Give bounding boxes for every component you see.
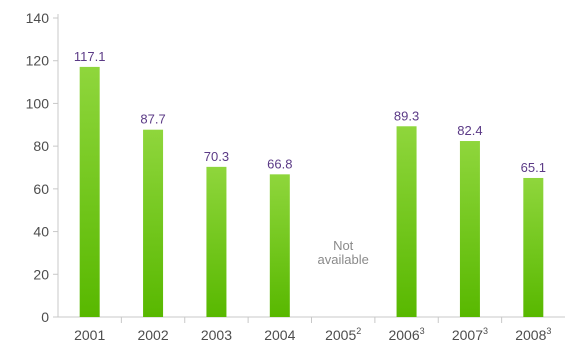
x-tick-label-text: 2005 xyxy=(325,327,356,343)
x-tick-label-text: 2008 xyxy=(515,327,546,343)
x-tick-label: 20073 xyxy=(452,326,488,343)
data-label-2003: 70.3 xyxy=(204,149,229,164)
x-tick-label: 20063 xyxy=(388,326,424,343)
bar-2007 xyxy=(459,141,480,317)
bar-2001 xyxy=(79,66,100,317)
x-tick-footnote-marker: 3 xyxy=(483,326,488,336)
x-tick-footnote-marker: 3 xyxy=(546,326,551,336)
y-tick-label: 40 xyxy=(33,224,49,240)
data-labels: 117.1 87.7 70.3 66.8 89.3 82.4 65.1 Notavailabl… xyxy=(74,49,546,267)
bar-2003 xyxy=(206,166,227,317)
bar-2006 xyxy=(396,126,417,317)
x-tick-label-text: 2002 xyxy=(137,327,168,343)
bar-2002 xyxy=(143,129,164,317)
x-axis: 2001 2002 2003 2004 20052 20063 20073 20083 xyxy=(58,316,565,343)
y-tick-label: 100 xyxy=(26,95,50,111)
y-tick-label: 80 xyxy=(33,138,49,154)
x-tick-footnote-marker: 3 xyxy=(420,326,425,336)
not-available-note: Not xyxy=(333,238,354,253)
x-tick-label: 20052 xyxy=(325,326,361,343)
y-tick-label: 120 xyxy=(26,53,50,69)
x-tick-label-text: 2001 xyxy=(74,327,105,343)
y-tick-label: 20 xyxy=(33,266,49,282)
x-tick-label-text: 2006 xyxy=(388,327,419,343)
data-label-2001: 117.1 xyxy=(74,49,106,64)
data-label-2006: 89.3 xyxy=(394,108,419,123)
data-label-2007: 82.4 xyxy=(457,123,482,138)
x-tick-label: 20083 xyxy=(515,326,551,343)
x-tick-label: 2001 xyxy=(74,327,105,343)
y-tick-label: 0 xyxy=(41,309,49,325)
x-tick-label-text: 2004 xyxy=(264,327,295,343)
x-tick-footnote-marker: 2 xyxy=(356,326,361,336)
data-label-2004: 66.8 xyxy=(267,156,292,171)
y-tick-label: 140 xyxy=(26,10,50,26)
not-available-note: available xyxy=(318,252,369,267)
x-tick-label-text: 2007 xyxy=(452,327,483,343)
x-tick-label-text: 2003 xyxy=(201,327,232,343)
x-tick-label: 2002 xyxy=(137,327,168,343)
y-axis: 0 20 40 60 80 100 120 140 xyxy=(26,10,59,325)
x-tick-label: 2004 xyxy=(264,327,295,343)
x-tick-label: 2003 xyxy=(201,327,232,343)
data-label-2008: 65.1 xyxy=(521,160,546,175)
data-label-2002: 87.7 xyxy=(140,112,165,127)
bar-2008 xyxy=(523,177,544,317)
bars xyxy=(79,66,544,317)
y-tick-label: 60 xyxy=(33,181,49,197)
bar-2004 xyxy=(269,174,290,317)
